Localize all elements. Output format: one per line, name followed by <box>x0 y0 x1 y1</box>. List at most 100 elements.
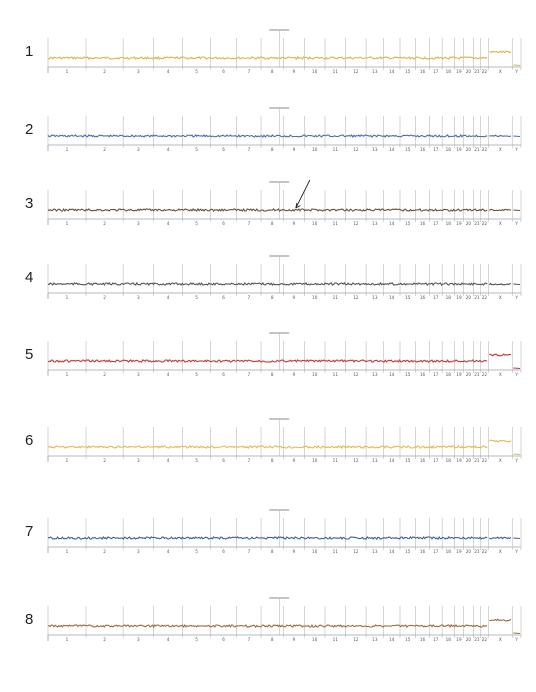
profile-line <box>47 207 488 213</box>
chromosome-tick-label: 12 <box>353 637 359 642</box>
panel-5: 51 2 3 4 5 6 7 8 9 10 11 12 13 14 15 16 17 18 19 20 21 22 X Y <box>25 332 522 377</box>
chromosome-tick-label: 6 <box>222 637 225 642</box>
chromosome-tick-label: 5 <box>195 372 198 377</box>
panel-8: 81 2 3 4 5 6 7 8 9 10 11 12 13 14 15 16 17 18 19 20 21 22 X Y <box>25 597 522 642</box>
chromosome-tick-label: 18 <box>446 549 452 554</box>
chromosome-tick-label: X <box>499 549 502 554</box>
panel-label: 1 <box>25 43 33 60</box>
profile-line <box>48 55 488 61</box>
chromosome-tick-label: 4 <box>167 372 170 377</box>
chromosome-tick-label: Y <box>514 372 518 377</box>
chromosome-tick-label: X <box>499 69 502 74</box>
chromosome-tick-label: 12 <box>353 221 359 226</box>
chromosome-tick-label: 1 <box>66 69 69 74</box>
chromosome-tick-label: 13 <box>372 458 378 463</box>
profile-x-segment <box>488 536 512 540</box>
panel-3: 31 2 3 4 5 6 7 8 9 10 11 12 13 14 15 16 17 18 19 20 21 22 X Y <box>25 179 522 226</box>
chromosome-tick-label: 17 <box>433 549 439 554</box>
chromosome-tick-label: 21 <box>474 221 480 226</box>
chromosome-tick-label: 8 <box>271 549 274 554</box>
chromosome-tick-label: 21 <box>474 295 480 300</box>
arrow-annotation <box>295 179 311 209</box>
chromosome-tick-label: 6 <box>222 221 225 226</box>
chromosome-tick-label: 13 <box>372 295 378 300</box>
profile-x-segment <box>488 208 512 212</box>
chromosome-tick-label: 11 <box>333 549 339 554</box>
chromosome-tick-label: 9 <box>293 637 296 642</box>
chromosome-tick-label: 16 <box>420 372 426 377</box>
chromosome-tick-label: 16 <box>420 69 426 74</box>
chromosome-tick-label: 3 <box>137 372 140 377</box>
chromosome-tick-label: 21 <box>474 458 480 463</box>
chromosome-tick-label: 10 <box>312 69 318 74</box>
panel-label: 2 <box>25 121 33 138</box>
chromosome-tick-label: 12 <box>353 372 359 377</box>
chromosome-tick-label: X <box>499 458 502 463</box>
profile-y-segment <box>513 64 521 67</box>
panel-label: 4 <box>25 269 33 286</box>
arrow-head <box>295 202 301 209</box>
chromosome-tick-label: 9 <box>293 147 296 152</box>
chromosome-tick-label: Y <box>514 549 518 554</box>
chromosome-tick-label: 4 <box>167 295 170 300</box>
chromosome-tick-label: 3 <box>137 637 140 642</box>
chromosome-tick-label: 14 <box>389 69 395 74</box>
chromosome-tick-label: 5 <box>195 458 198 463</box>
chromosome-tick-label: 16 <box>420 549 426 554</box>
chromosome-tick-label: 22 <box>482 295 488 300</box>
chromosome-tick-label: X <box>499 637 502 642</box>
chromosome-tick-label: 19 <box>456 69 462 74</box>
chromosome-tick-label: 15 <box>405 372 411 377</box>
chromosome-tick-label: 11 <box>333 69 339 74</box>
chromosome-tick-label: 7 <box>248 458 251 463</box>
chromosome-tick-label: 8 <box>271 372 274 377</box>
chromosome-tick-label: 17 <box>433 147 439 152</box>
panel-label: 6 <box>25 432 33 449</box>
chromosome-tick-label: 6 <box>222 372 225 377</box>
chromosome-tick-label: 1 <box>66 221 69 226</box>
chromosome-tick-label: 5 <box>195 295 198 300</box>
chromosome-tick-label: 9 <box>293 295 296 300</box>
panel-label: 7 <box>25 523 33 540</box>
chromosome-tick-label: 16 <box>420 147 426 152</box>
chromosome-tick-label: 1 <box>66 549 69 554</box>
chromosome-tick-label: 11 <box>333 147 339 152</box>
chromosome-tick-label: 15 <box>405 221 411 226</box>
chromosome-tick-label: 16 <box>420 458 426 463</box>
panel-4: 41 2 3 4 5 6 7 8 9 10 11 12 13 14 15 16 17 18 19 20 21 22 X Y <box>25 255 522 300</box>
chromosome-tick-label: 12 <box>353 549 359 554</box>
chromosome-tick-label: 20 <box>466 147 472 152</box>
chromosome-tick-label: 14 <box>389 637 395 642</box>
chromosome-tick-label: 12 <box>353 458 359 463</box>
chromosome-tick-label: 21 <box>474 549 480 554</box>
chromosome-tick-label: 20 <box>466 549 472 554</box>
chromosome-tick-label: 22 <box>482 458 488 463</box>
chromosome-tick-label: 18 <box>446 69 452 74</box>
chromosome-tick-label: 20 <box>466 372 472 377</box>
chromosome-tick-label: 22 <box>482 637 488 642</box>
chromosome-tick-label: 4 <box>167 458 170 463</box>
chromosome-tick-label: 14 <box>389 221 395 226</box>
profile-y-segment <box>513 283 521 286</box>
profile-y-segment <box>513 209 521 212</box>
chromosome-tick-label: 20 <box>466 69 472 74</box>
chromosome-tick-label: 5 <box>195 147 198 152</box>
chromosome-tick-label: 14 <box>389 549 395 554</box>
chromosome-tick-label: 3 <box>137 549 140 554</box>
chromosome-tick-label: 2 <box>103 221 106 226</box>
chromosome-tick-label: 19 <box>456 637 462 642</box>
profile-y-segment <box>513 367 521 370</box>
chromosome-tick-label: 2 <box>103 295 106 300</box>
chromosome-tick-label: 18 <box>446 295 452 300</box>
chromosome-tick-label: 4 <box>167 637 170 642</box>
chromosome-tick-label: 18 <box>446 147 452 152</box>
chromosome-tick-label: 4 <box>167 69 170 74</box>
chromosome-tick-label: 1 <box>66 637 69 642</box>
chromosome-tick-label: 4 <box>167 147 170 152</box>
chromosome-tick-label: 5 <box>195 549 198 554</box>
chromosome-tick-label: 3 <box>137 69 140 74</box>
chromosome-tick-label: 17 <box>433 458 439 463</box>
chromosome-tick-label: 8 <box>271 147 274 152</box>
chromosome-tick-label: 13 <box>372 221 378 226</box>
